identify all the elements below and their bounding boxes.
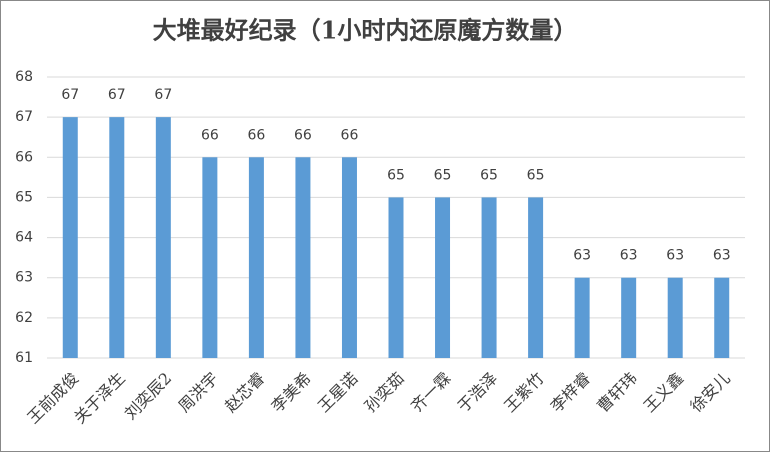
bar — [109, 117, 125, 359]
value-label: 65 — [480, 167, 498, 183]
value-label: 65 — [434, 167, 452, 183]
bar — [341, 157, 357, 358]
value-label: 63 — [573, 248, 591, 264]
bar — [295, 157, 311, 358]
y-tick-label: 63 — [15, 270, 33, 286]
y-tick-label: 67 — [15, 109, 33, 125]
bar — [62, 117, 78, 359]
y-tick-label: 65 — [15, 189, 33, 205]
value-label: 66 — [294, 127, 312, 143]
bar — [202, 157, 218, 358]
bar — [667, 277, 683, 358]
y-tick-label: 68 — [15, 69, 33, 85]
value-label: 66 — [247, 127, 265, 143]
value-label: 63 — [666, 248, 684, 264]
value-label: 66 — [341, 127, 359, 143]
bar — [621, 277, 637, 358]
bar — [714, 277, 730, 358]
value-label: 65 — [387, 167, 405, 183]
value-label: 63 — [620, 248, 638, 264]
value-label: 67 — [61, 87, 79, 103]
value-label: 66 — [201, 127, 219, 143]
value-label: 67 — [108, 87, 126, 103]
value-label: 65 — [527, 167, 545, 183]
y-tick-label: 66 — [15, 149, 33, 165]
bar — [574, 277, 590, 358]
value-label: 67 — [154, 87, 172, 103]
bar — [248, 157, 264, 358]
bar — [435, 197, 451, 358]
bar — [528, 197, 544, 358]
chart-title: 大堆最好纪录（1小时内还原魔方数量） — [153, 16, 578, 45]
value-label: 63 — [713, 248, 731, 264]
y-tick-label: 61 — [15, 350, 33, 366]
y-tick-label: 64 — [15, 230, 33, 246]
bar — [155, 117, 171, 359]
y-tick-label: 62 — [15, 310, 33, 326]
bar — [388, 197, 404, 358]
bar — [481, 197, 497, 358]
